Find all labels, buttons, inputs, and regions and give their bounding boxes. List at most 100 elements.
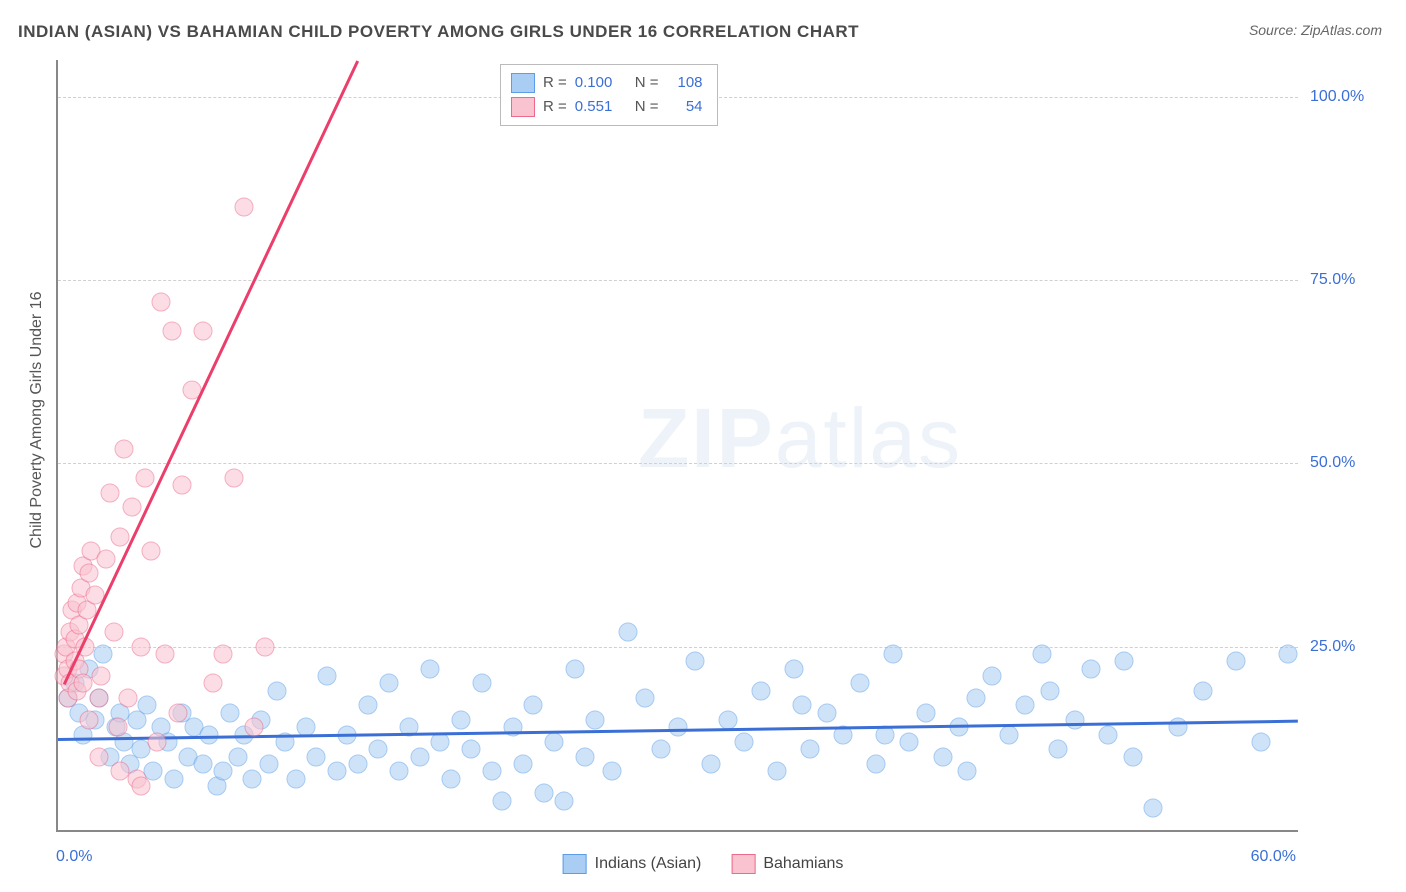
data-point (135, 469, 154, 488)
data-point (243, 769, 262, 788)
y-axis-title: Child Poverty Among Girls Under 16 (28, 292, 46, 549)
data-point (156, 645, 175, 664)
data-point (164, 769, 183, 788)
data-point (137, 696, 156, 715)
trend-line (63, 61, 359, 685)
data-point (94, 645, 113, 664)
data-point (379, 674, 398, 693)
r-value: 0.100 (575, 71, 627, 95)
data-point (1251, 733, 1270, 752)
data-point (883, 645, 902, 664)
legend-label: Bahamians (763, 855, 843, 873)
legend-item: Bahamians (731, 854, 843, 874)
legend-row: R = 0.100 N = 108 (511, 71, 703, 95)
series-legend: Indians (Asian) Bahamians (563, 854, 844, 874)
data-point (735, 733, 754, 752)
data-point (115, 439, 134, 458)
data-point (652, 740, 671, 759)
n-label: N = (635, 95, 659, 119)
data-point (867, 755, 886, 774)
data-point (483, 762, 502, 781)
data-point (669, 718, 688, 737)
legend-swatch (563, 854, 587, 874)
data-point (162, 322, 181, 341)
data-point (768, 762, 787, 781)
grid-line (58, 280, 1298, 281)
data-point (245, 718, 264, 737)
data-point (999, 725, 1018, 744)
data-point (817, 703, 836, 722)
data-point (80, 711, 99, 730)
n-label: N = (635, 71, 659, 95)
grid-line (58, 463, 1298, 464)
data-point (214, 645, 233, 664)
grid-line (58, 647, 1298, 648)
data-point (576, 747, 595, 766)
data-point (148, 733, 167, 752)
data-point (173, 476, 192, 495)
data-point (966, 689, 985, 708)
data-point (702, 755, 721, 774)
data-point (801, 740, 820, 759)
data-point (1278, 645, 1297, 664)
data-point (307, 747, 326, 766)
data-point (472, 674, 491, 693)
data-point (369, 740, 388, 759)
data-point (503, 718, 522, 737)
data-point (220, 703, 239, 722)
data-point (142, 542, 161, 561)
data-point (602, 762, 621, 781)
data-point (514, 755, 533, 774)
legend-swatch (511, 73, 535, 93)
x-tick-label: 60.0% (1251, 848, 1296, 866)
r-value: 0.551 (575, 95, 627, 119)
n-value: 108 (667, 71, 703, 95)
data-point (96, 549, 115, 568)
y-tick-label: 50.0% (1310, 454, 1355, 472)
data-point (958, 762, 977, 781)
chart-title: INDIAN (ASIAN) VS BAHAMIAN CHILD POVERTY… (18, 22, 859, 42)
data-point (235, 197, 254, 216)
data-point (1227, 652, 1246, 671)
data-point (168, 703, 187, 722)
data-point (100, 483, 119, 502)
data-point (462, 740, 481, 759)
x-tick-label: 0.0% (56, 848, 92, 866)
data-point (80, 564, 99, 583)
y-tick-label: 100.0% (1310, 88, 1364, 106)
data-point (565, 659, 584, 678)
data-point (784, 659, 803, 678)
n-value: 54 (667, 95, 703, 119)
data-point (1065, 711, 1084, 730)
data-point (950, 718, 969, 737)
data-point (850, 674, 869, 693)
data-point (214, 762, 233, 781)
data-point (534, 784, 553, 803)
data-point (359, 696, 378, 715)
legend-row: R = 0.551 N = 54 (511, 95, 703, 119)
r-label: R = (543, 71, 567, 95)
data-point (619, 623, 638, 642)
data-point (635, 689, 654, 708)
data-point (193, 755, 212, 774)
y-tick-label: 25.0% (1310, 638, 1355, 656)
r-label: R = (543, 95, 567, 119)
data-point (131, 777, 150, 796)
legend-label: Indians (Asian) (595, 855, 702, 873)
data-point (1144, 799, 1163, 818)
data-point (73, 674, 92, 693)
data-point (92, 667, 111, 686)
data-point (431, 733, 450, 752)
data-point (90, 747, 109, 766)
data-point (193, 322, 212, 341)
data-point (524, 696, 543, 715)
data-point (255, 637, 274, 656)
data-point (259, 755, 278, 774)
data-point (286, 769, 305, 788)
data-point (108, 718, 127, 737)
data-point (1049, 740, 1068, 759)
data-point (718, 711, 737, 730)
data-point (917, 703, 936, 722)
data-point (224, 469, 243, 488)
data-point (545, 733, 564, 752)
